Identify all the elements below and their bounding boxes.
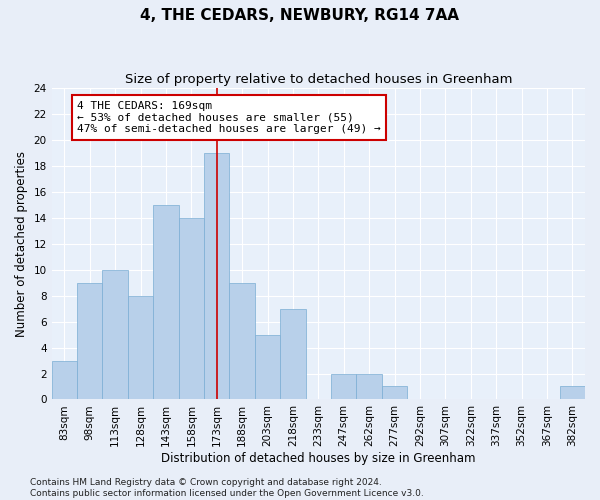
Text: Contains HM Land Registry data © Crown copyright and database right 2024.
Contai: Contains HM Land Registry data © Crown c… — [30, 478, 424, 498]
Bar — [204, 153, 229, 400]
Text: 4 THE CEDARS: 169sqm
← 53% of detached houses are smaller (55)
47% of semi-detac: 4 THE CEDARS: 169sqm ← 53% of detached h… — [77, 101, 381, 134]
Bar — [77, 282, 103, 400]
Y-axis label: Number of detached properties: Number of detached properties — [15, 151, 28, 337]
Bar — [179, 218, 204, 400]
Bar — [356, 374, 382, 400]
Bar — [255, 334, 280, 400]
Bar — [560, 386, 585, 400]
Bar — [52, 360, 77, 400]
Bar — [229, 282, 255, 400]
Title: Size of property relative to detached houses in Greenham: Size of property relative to detached ho… — [125, 72, 512, 86]
X-axis label: Distribution of detached houses by size in Greenham: Distribution of detached houses by size … — [161, 452, 476, 465]
Text: 4, THE CEDARS, NEWBURY, RG14 7AA: 4, THE CEDARS, NEWBURY, RG14 7AA — [140, 8, 460, 22]
Bar — [128, 296, 153, 400]
Bar — [331, 374, 356, 400]
Bar — [153, 205, 179, 400]
Bar — [280, 308, 305, 400]
Bar — [382, 386, 407, 400]
Bar — [103, 270, 128, 400]
